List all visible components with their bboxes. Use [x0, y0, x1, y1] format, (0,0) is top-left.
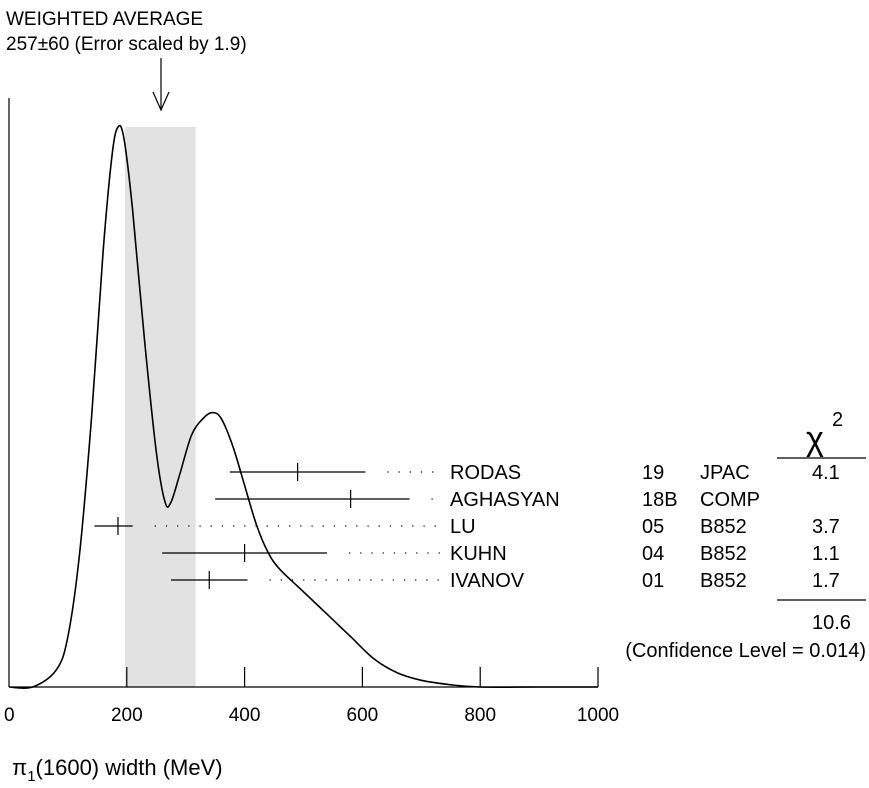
measurement-year: 19 — [642, 462, 664, 484]
measurement-technique: B852 — [700, 516, 747, 538]
chart-title: WEIGHTED AVERAGE — [6, 9, 203, 30]
x-ticks: 0 200 400 600 800 1000 — [4, 667, 619, 726]
measurement-chi2: 1.7 — [812, 570, 840, 592]
measurement-author: IVANOV — [450, 570, 525, 592]
measurement-row: IVANOV 01 B852 1.7 — [170, 570, 840, 592]
measurement-author: LU — [450, 516, 476, 538]
measurement-row: RODAS 19 JPAC 4.1 — [229, 462, 840, 484]
x-tick-label: 1000 — [577, 705, 619, 726]
ideogram-curve — [8, 124, 598, 690]
chi2-total: 10.6 — [812, 612, 851, 634]
weighted-average-band — [125, 127, 196, 687]
measurement-year: 04 — [642, 543, 664, 565]
x-tick-label: 0 — [4, 705, 15, 726]
measurement-technique: JPAC — [700, 462, 750, 484]
measurements: RODAS 19 JPAC 4.1 AGHASYAN 18B COMP LU 05 B852 3.7… — [94, 462, 840, 592]
x-axis-label: π1(1600) width (MeV) — [12, 755, 223, 785]
chi2-header: χ — [806, 420, 824, 458]
measurement-year: 01 — [642, 570, 664, 592]
x-tick-label: 600 — [347, 705, 379, 726]
average-arrow-icon — [152, 58, 170, 112]
measurement-technique: B852 — [700, 543, 747, 565]
x-tick-label: 400 — [229, 705, 261, 726]
x-axis-label-symbol: π — [12, 755, 27, 780]
x-axis-label-rest: (1600) width (MeV) — [36, 755, 223, 780]
measurement-author: KUHN — [450, 543, 507, 565]
measurement-author: AGHASYAN — [450, 489, 560, 511]
measurement-chi2: 4.1 — [812, 462, 840, 484]
measurement-author: RODAS — [450, 462, 521, 484]
measurement-year: 18B — [642, 489, 678, 511]
measurement-technique: COMP — [700, 489, 760, 511]
measurement-year: 05 — [642, 516, 664, 538]
measurement-row: AGHASYAN 18B COMP — [215, 489, 760, 511]
measurement-chi2: 1.1 — [812, 543, 840, 565]
chi2-header-exponent: 2 — [832, 409, 843, 431]
measurement-chi2: 3.7 — [812, 516, 840, 538]
measurement-row: KUHN 04 B852 1.1 — [162, 543, 840, 565]
measurement-technique: B852 — [700, 570, 747, 592]
measurement-row: LU 05 B852 3.7 — [94, 516, 840, 538]
x-tick-label: 200 — [111, 705, 143, 726]
confidence-level: (Confidence Level = 0.014) — [625, 640, 866, 662]
chart-subtitle: 257±60 (Error scaled by 1.9) — [6, 34, 247, 55]
x-axis-label-subscript: 1 — [27, 768, 35, 785]
x-tick-label: 800 — [464, 705, 496, 726]
